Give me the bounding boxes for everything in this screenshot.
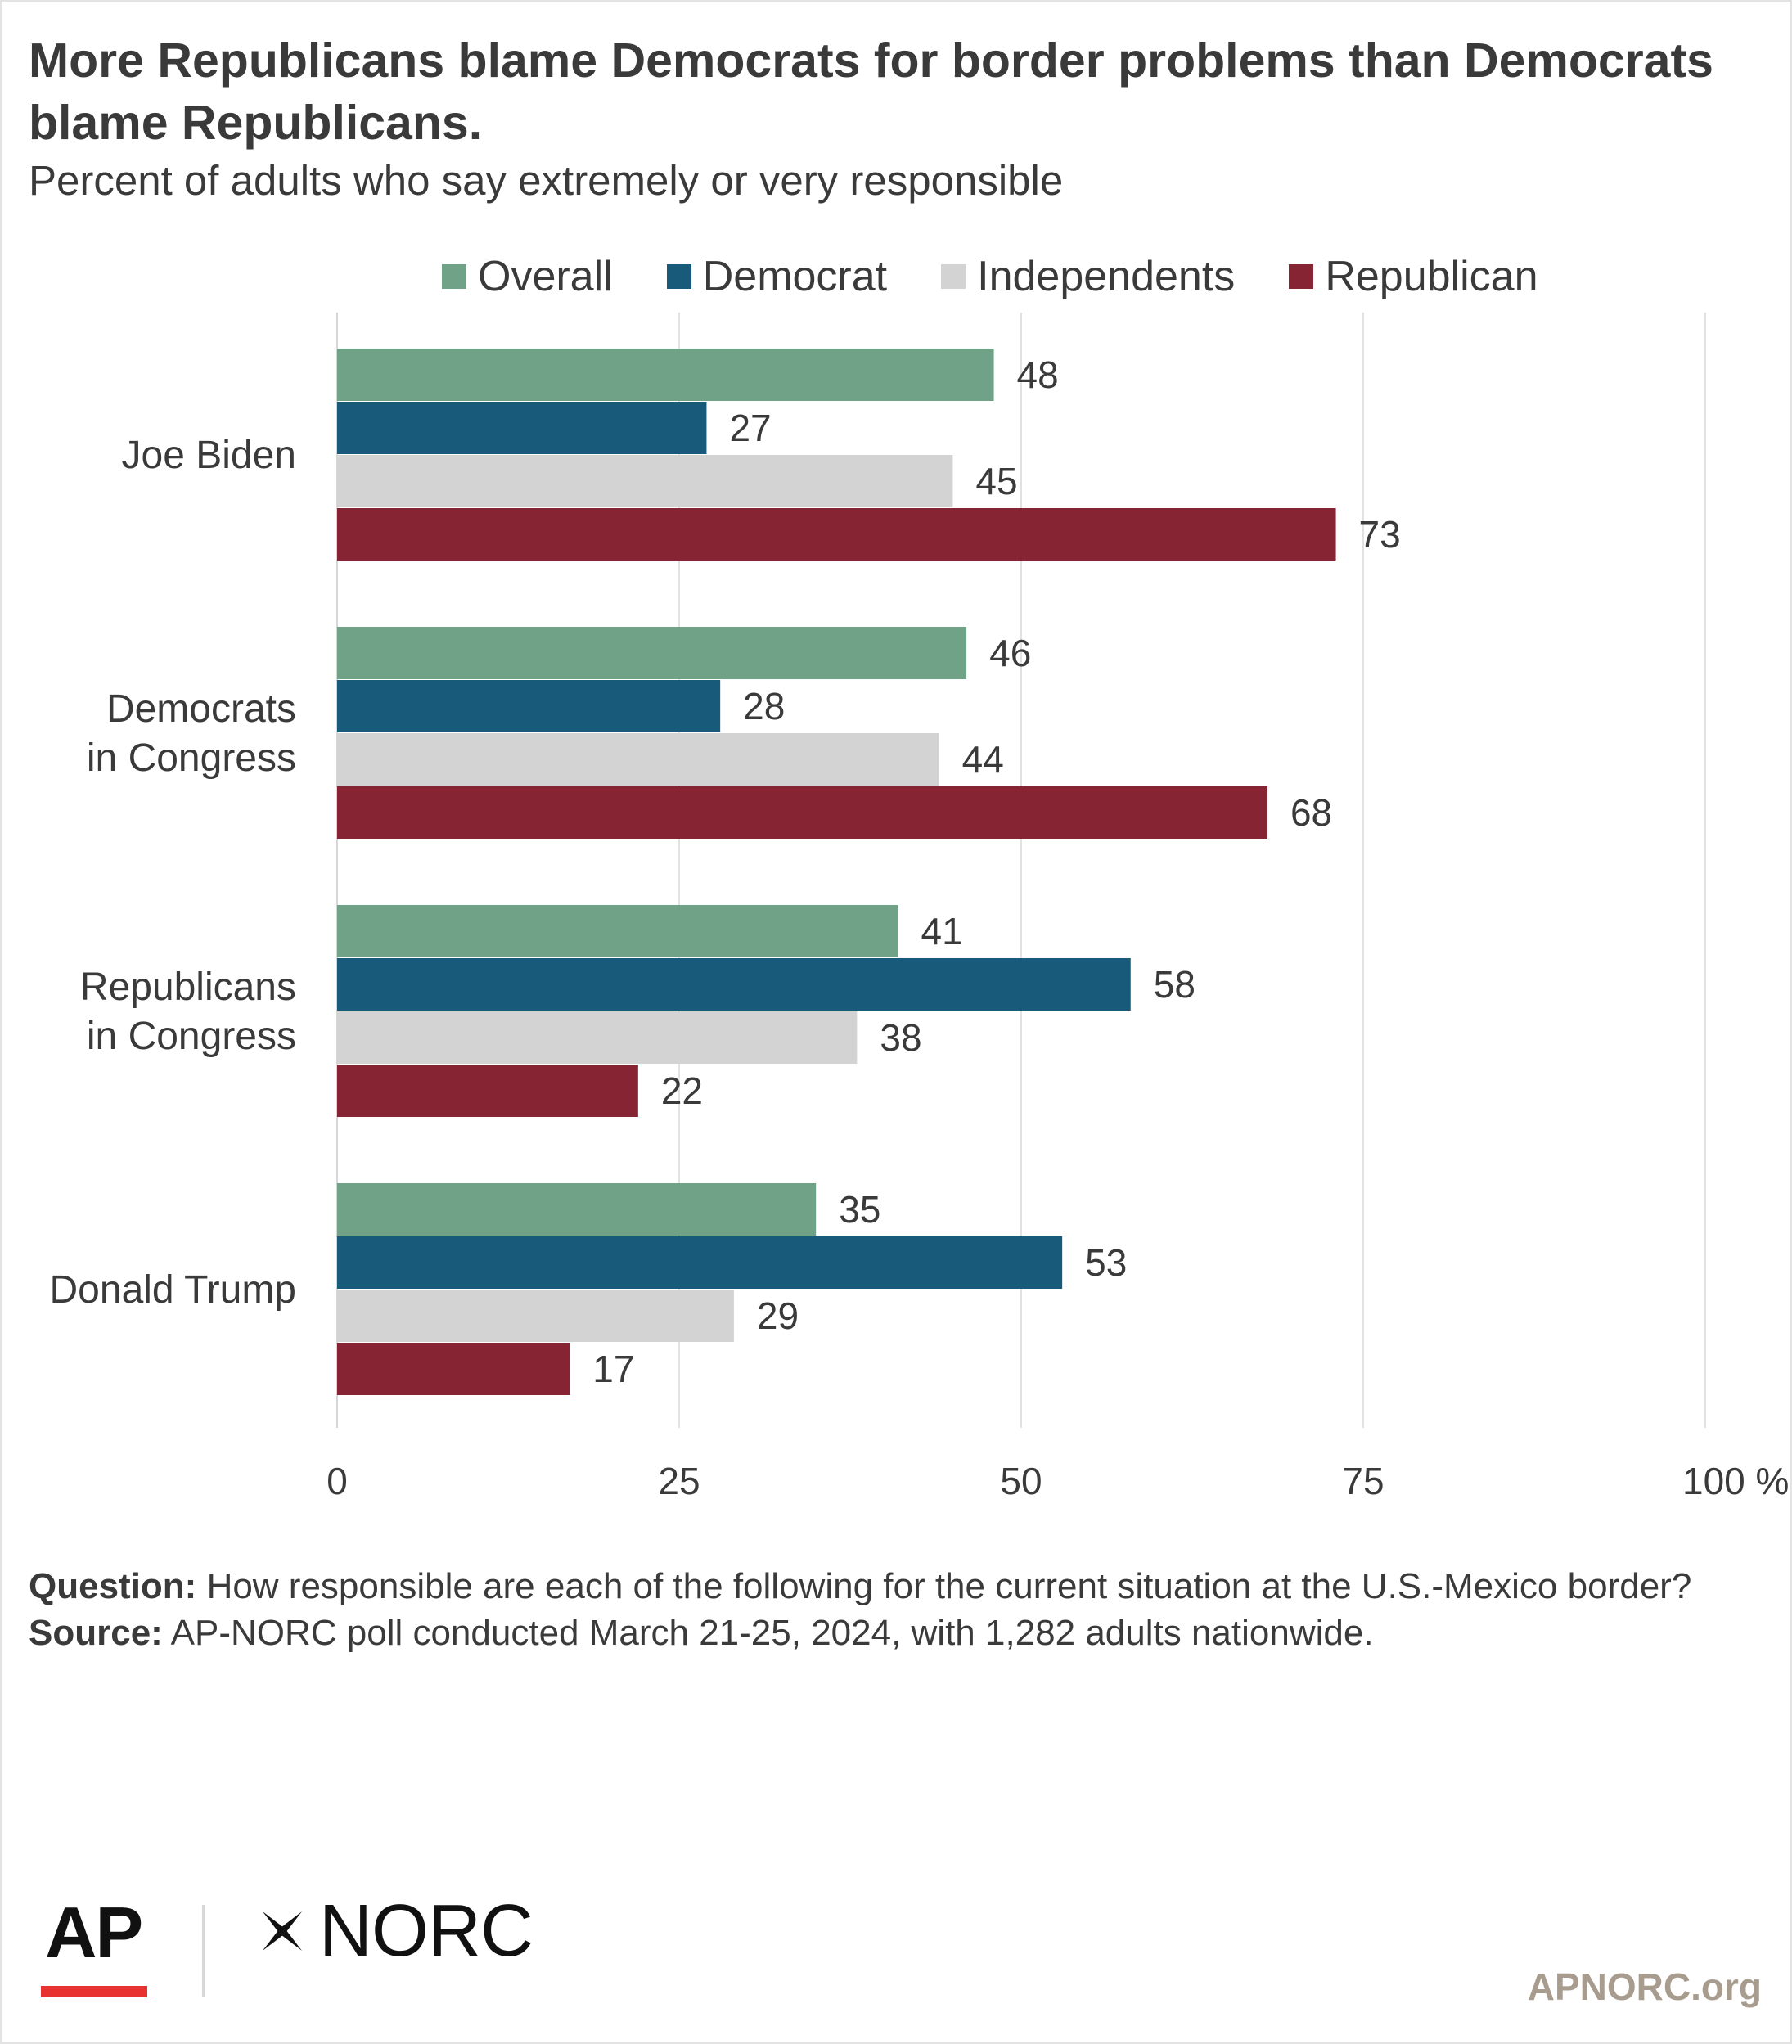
category-label: in Congress: [87, 1015, 296, 1058]
data-label: 48: [1017, 353, 1059, 396]
legend-label: Independents: [977, 253, 1236, 300]
bar: [337, 733, 939, 786]
category-label: Republicans: [80, 966, 296, 1009]
logo-divider: [202, 1905, 205, 1997]
ap-logo: AP: [45, 1892, 143, 1973]
category-label: Donald Trump: [50, 1268, 296, 1312]
bar: [337, 786, 1267, 839]
data-label: 44: [962, 738, 1004, 781]
data-label: 29: [757, 1294, 799, 1337]
chart-legend: Overall Democrat Independents Republican: [442, 248, 1592, 305]
site-url: APNORC.org: [1527, 1965, 1762, 2008]
data-label: 41: [921, 910, 963, 952]
category-label: Democrats: [106, 687, 296, 731]
bar: [337, 402, 707, 454]
question-label: Question:: [29, 1566, 197, 1606]
x-tick-label: 50: [1000, 1460, 1042, 1502]
x-tick-label: 75: [1342, 1460, 1384, 1502]
legend-item: Independents: [941, 252, 1235, 301]
bar: [337, 680, 721, 732]
bar: [337, 1183, 817, 1236]
data-label: 46: [989, 632, 1031, 674]
legend-label: Democrat: [702, 253, 888, 300]
ap-logo-underline: [41, 1986, 147, 1997]
chart-notes: Question: How responsible are each of th…: [29, 1563, 1755, 1656]
data-label: 45: [975, 460, 1017, 502]
x-tick-label: 25: [658, 1460, 700, 1502]
legend-item: Democrat: [666, 252, 888, 301]
legend-label: Republican: [1325, 253, 1538, 300]
x-tick-label: 100 %: [1682, 1460, 1789, 1502]
norc-star-icon: [262, 1911, 303, 1952]
data-label: 38: [880, 1016, 921, 1059]
bar: [337, 1065, 638, 1117]
data-label: 68: [1290, 791, 1332, 834]
bar: [337, 627, 967, 679]
data-label: 22: [661, 1069, 703, 1112]
legend-item: Overall: [442, 252, 613, 301]
bar: [337, 1011, 858, 1064]
data-label: 27: [729, 407, 771, 449]
legend-label: Overall: [478, 253, 613, 300]
bar: [337, 958, 1131, 1011]
chart-title: More Republicans blame Democrats for bor…: [29, 34, 1713, 150]
legend-swatch: [1289, 264, 1314, 289]
source-text: AP-NORC poll conducted March 21-25, 2024…: [170, 1613, 1374, 1653]
legend-swatch: [666, 264, 691, 289]
bar: [337, 905, 898, 957]
data-label: 53: [1085, 1241, 1127, 1284]
data-label: 73: [1359, 513, 1401, 556]
chart-subtitle: Percent of adults who say extremely or v…: [29, 157, 1064, 204]
question-text: How responsible are each of the followin…: [206, 1566, 1692, 1606]
question-note: Question: How responsible are each of th…: [29, 1563, 1755, 1610]
bar-chart: 0 25 50 75 100 % 48 27 45 73 Joe Biden 46 28 44 68 Dem…: [50, 313, 1789, 1502]
data-label: 28: [743, 685, 785, 727]
bar: [337, 1290, 734, 1342]
legend-swatch: [442, 264, 466, 289]
data-label: 17: [592, 1348, 634, 1390]
legend-item: Republican: [1289, 252, 1538, 301]
category-label: in Congress: [87, 736, 296, 780]
bar: [337, 1343, 570, 1395]
x-tick-label: 0: [326, 1460, 348, 1502]
source-note: Source: AP-NORC poll conducted March 21-…: [29, 1610, 1755, 1656]
legend-swatch: [941, 264, 966, 289]
category-label: Joe Biden: [122, 434, 297, 477]
norc-logo: NORC: [319, 1890, 534, 1972]
bar: [337, 455, 953, 507]
data-label: 35: [839, 1188, 880, 1231]
bar: [337, 508, 1336, 561]
bar: [337, 1236, 1063, 1289]
source-label: Source:: [29, 1613, 163, 1653]
bar: [337, 349, 994, 401]
data-label: 58: [1154, 963, 1195, 1006]
